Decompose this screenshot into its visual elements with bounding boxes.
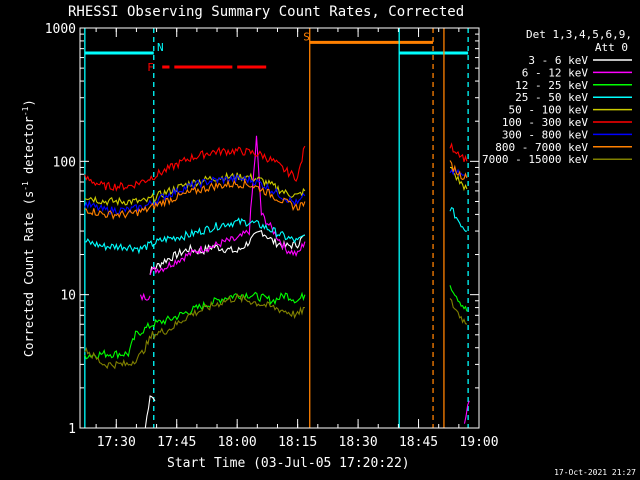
series-line xyxy=(84,217,306,255)
series-line xyxy=(449,285,468,312)
y-axis-label-end: ) xyxy=(22,99,36,106)
flag-label-f: F xyxy=(147,61,154,74)
x-tick-label: 18:15 xyxy=(278,435,317,450)
y-axis-label-mid: detector xyxy=(22,116,36,181)
y-axis-label-sup1: -1 xyxy=(21,181,30,191)
x-axis-label: Start Time (03-Jul-05 17:20:22) xyxy=(167,456,410,471)
series-line xyxy=(84,291,306,360)
vertical-markers xyxy=(84,28,469,428)
legend-label-25-50-kev: 25 - 50 keV xyxy=(515,91,588,104)
series-line xyxy=(84,293,305,370)
flag-label-s: S xyxy=(303,30,310,43)
series-line xyxy=(449,142,468,163)
flag-bars: NF S xyxy=(84,30,469,74)
series-lines xyxy=(84,135,470,429)
series-line xyxy=(449,298,468,325)
legend-label-800-7000-kev: 800 - 7000 keV xyxy=(495,141,588,154)
series-line xyxy=(84,145,306,192)
series-800-7000-kev xyxy=(84,160,468,221)
legend-header-attenuator: Att 0 xyxy=(595,41,628,54)
x-tick-label: 18:00 xyxy=(218,435,257,450)
plot-frame xyxy=(79,27,480,429)
series-line xyxy=(84,171,306,207)
y-axis-ticks: 1 10 100 1000 xyxy=(45,22,479,437)
y-tick-label: 1000 xyxy=(45,22,76,37)
series-3-6-kev xyxy=(144,229,306,429)
legend-header-detectors: Det 1,3,4,5,6,9, xyxy=(526,28,632,41)
flag-label-n: N xyxy=(157,41,164,54)
legend-label-50-100-kev: 50 - 100 keV xyxy=(509,104,589,117)
x-axis-ticks: 17:30 17:45 18:00 18:15 18:30 18:45 19:00 xyxy=(95,28,499,450)
x-tick-label: 17:30 xyxy=(97,435,136,450)
series-line xyxy=(463,400,470,424)
series-line xyxy=(139,292,151,302)
series-line xyxy=(149,135,306,276)
series-line xyxy=(144,395,156,429)
series-100-300-kev xyxy=(84,142,468,192)
chart-title: RHESSI Observing Summary Count Rates, Co… xyxy=(68,4,464,20)
legend-label-12-25-kev: 12 - 25 keV xyxy=(515,79,588,92)
series-line xyxy=(149,229,306,275)
series-25-50-kev xyxy=(84,206,467,255)
series-line xyxy=(449,160,468,181)
y-axis-label-sup2: -1 xyxy=(21,106,30,116)
series-line xyxy=(449,206,467,232)
series-line xyxy=(84,178,306,221)
series-7000-15000-kev xyxy=(84,293,468,370)
y-tick-label: 10 xyxy=(60,289,76,304)
x-tick-label: 19:00 xyxy=(459,435,498,450)
series-6-12-kev xyxy=(139,135,470,424)
x-tick-label: 18:45 xyxy=(399,435,438,450)
legend-label-3-6-kev: 3 - 6 keV xyxy=(528,54,588,67)
series-12-25-kev xyxy=(84,285,468,360)
footer-date: 17-Oct-2021 21:27 xyxy=(554,468,636,477)
y-tick-label: 100 xyxy=(53,155,76,170)
y-axis-label: Corrected Count Rate (s-1 detector-1) xyxy=(21,99,36,357)
y-axis-label-main: Corrected Count Rate (s xyxy=(22,191,36,357)
legend-label-6-12-kev: 6 - 12 keV xyxy=(522,66,589,79)
legend-label-7000-15000-kev: 7000 - 15000 keV xyxy=(482,153,588,166)
series-line xyxy=(84,173,306,215)
legend-label-300-800-kev: 300 - 800 keV xyxy=(502,128,588,141)
y-tick-label: 1 xyxy=(68,422,76,437)
legend-label-100-300-kev: 100 - 300 keV xyxy=(502,116,588,129)
x-tick-label: 18:30 xyxy=(339,435,378,450)
x-tick-label: 17:45 xyxy=(157,435,196,450)
